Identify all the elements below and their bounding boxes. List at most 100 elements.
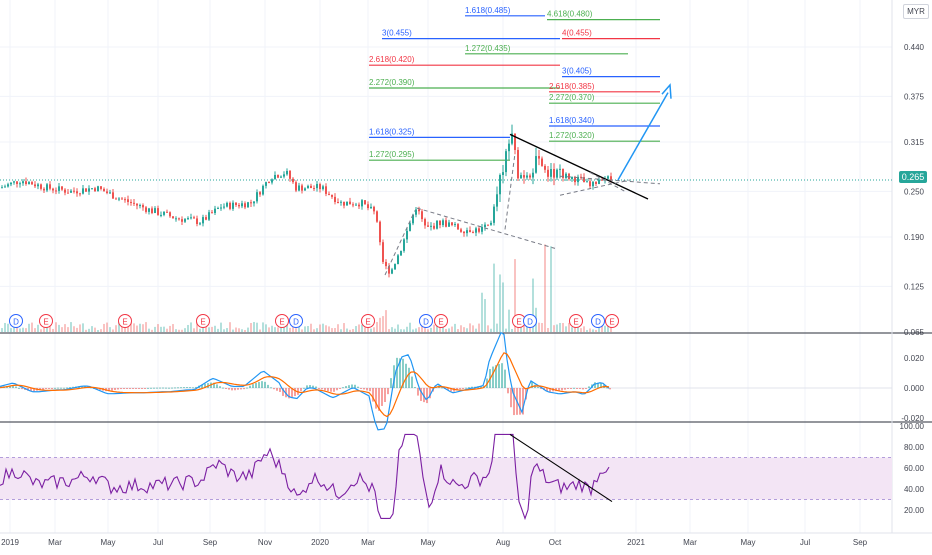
candle-body [520, 175, 522, 179]
candle-body [226, 202, 228, 207]
candle-body [409, 223, 411, 231]
macd-histogram-bar [69, 387, 71, 389]
candle-body [457, 224, 459, 230]
candle-body [544, 165, 546, 170]
volume-bar [238, 328, 240, 332]
event-marker-label: D [527, 318, 533, 327]
volume-bar [298, 324, 300, 332]
volume-bar [220, 322, 222, 332]
volume-bar [4, 322, 6, 332]
macd-histogram-bar [423, 388, 425, 403]
macd-histogram-bar [357, 386, 359, 388]
candle-body [343, 201, 345, 206]
volume-bar [178, 329, 180, 332]
candle-body [247, 202, 249, 208]
volume-bar [286, 324, 288, 332]
macd-histogram-bar [555, 388, 557, 392]
macd-histogram-bar [558, 388, 560, 391]
macd-histogram-bar [441, 387, 443, 389]
macd-histogram-bar [504, 369, 506, 388]
candle-body [466, 230, 468, 234]
macd-histogram-bar [597, 382, 599, 388]
candle-body [541, 158, 543, 166]
time-axis-tick: Aug [496, 538, 510, 547]
currency-badge[interactable]: MYR [903, 4, 929, 19]
macd-histogram-bar [609, 388, 611, 390]
volume-bar [70, 322, 72, 332]
candle-body [610, 176, 612, 181]
event-marker [9, 314, 23, 328]
macd-histogram-bar [168, 387, 170, 389]
rsi-pane [0, 433, 892, 521]
volume-bar [175, 329, 177, 332]
candle-body [19, 183, 21, 185]
volume-bar [469, 323, 471, 332]
macd-histogram-bar [567, 388, 569, 389]
volume-bar [355, 326, 357, 332]
candle-body [403, 239, 405, 251]
candle-body [379, 221, 381, 243]
event-marker-label: D [595, 318, 601, 327]
macd-histogram-bar [573, 387, 575, 389]
macd-histogram-bar [390, 378, 392, 388]
candle-body [169, 212, 171, 217]
candle-body [337, 202, 339, 204]
candle-body [43, 188, 45, 191]
candle-body [493, 206, 495, 223]
candle-body [517, 149, 519, 179]
candle-body [607, 176, 609, 179]
macd-histogram-bar [162, 387, 164, 389]
volume-bar [28, 323, 30, 332]
candle-body [319, 184, 321, 190]
volume-bar [463, 327, 465, 332]
volume-bar [256, 322, 258, 332]
candle-body [574, 176, 576, 183]
macd-histogram-bar [456, 388, 458, 391]
candle-body [250, 202, 252, 204]
fib-level-label: 1.272(0.435) [465, 44, 511, 53]
volume-bar [121, 322, 123, 332]
candle-body [259, 192, 261, 195]
macd-histogram-bar [225, 388, 227, 389]
macd-histogram-bar [288, 388, 290, 399]
volume-bar [40, 329, 42, 332]
volume-bar [349, 329, 351, 332]
candle-body [151, 208, 153, 213]
volume-bar [118, 322, 120, 332]
macd-histogram-bar [228, 388, 230, 390]
macd-histogram-bar [15, 386, 17, 388]
macd-histogram-bar [468, 387, 470, 389]
macd-histogram-bar [450, 388, 452, 392]
candle-body [136, 203, 138, 206]
macd-histogram-bar [561, 388, 563, 391]
candle-body [577, 176, 579, 183]
candle-body [460, 229, 462, 232]
macd-histogram-bar [243, 388, 245, 390]
candle-body [160, 214, 162, 216]
rsi-axis-tick: 80.00 [904, 443, 925, 452]
candle-body [100, 186, 102, 189]
volume-bar [328, 326, 330, 332]
volume-bar [343, 323, 345, 332]
volume-bar [232, 329, 234, 332]
macd-histogram-bar [264, 381, 266, 388]
event-marker [419, 314, 433, 328]
volume-bar [52, 328, 54, 332]
candle-body [154, 208, 156, 213]
candle-body [478, 228, 480, 232]
candle-body [325, 186, 327, 194]
macd-histogram-bar [360, 388, 362, 389]
macd-histogram-bar [108, 388, 110, 392]
volume-bar [7, 323, 9, 332]
macd-line [0, 331, 610, 431]
macd-histogram-bar [336, 388, 338, 391]
macd-histogram-bar [282, 388, 284, 396]
candle-body [364, 200, 366, 205]
candle-body [46, 184, 48, 191]
volume-bar [127, 326, 129, 332]
candle-body [304, 188, 306, 191]
candle-body [193, 217, 195, 219]
